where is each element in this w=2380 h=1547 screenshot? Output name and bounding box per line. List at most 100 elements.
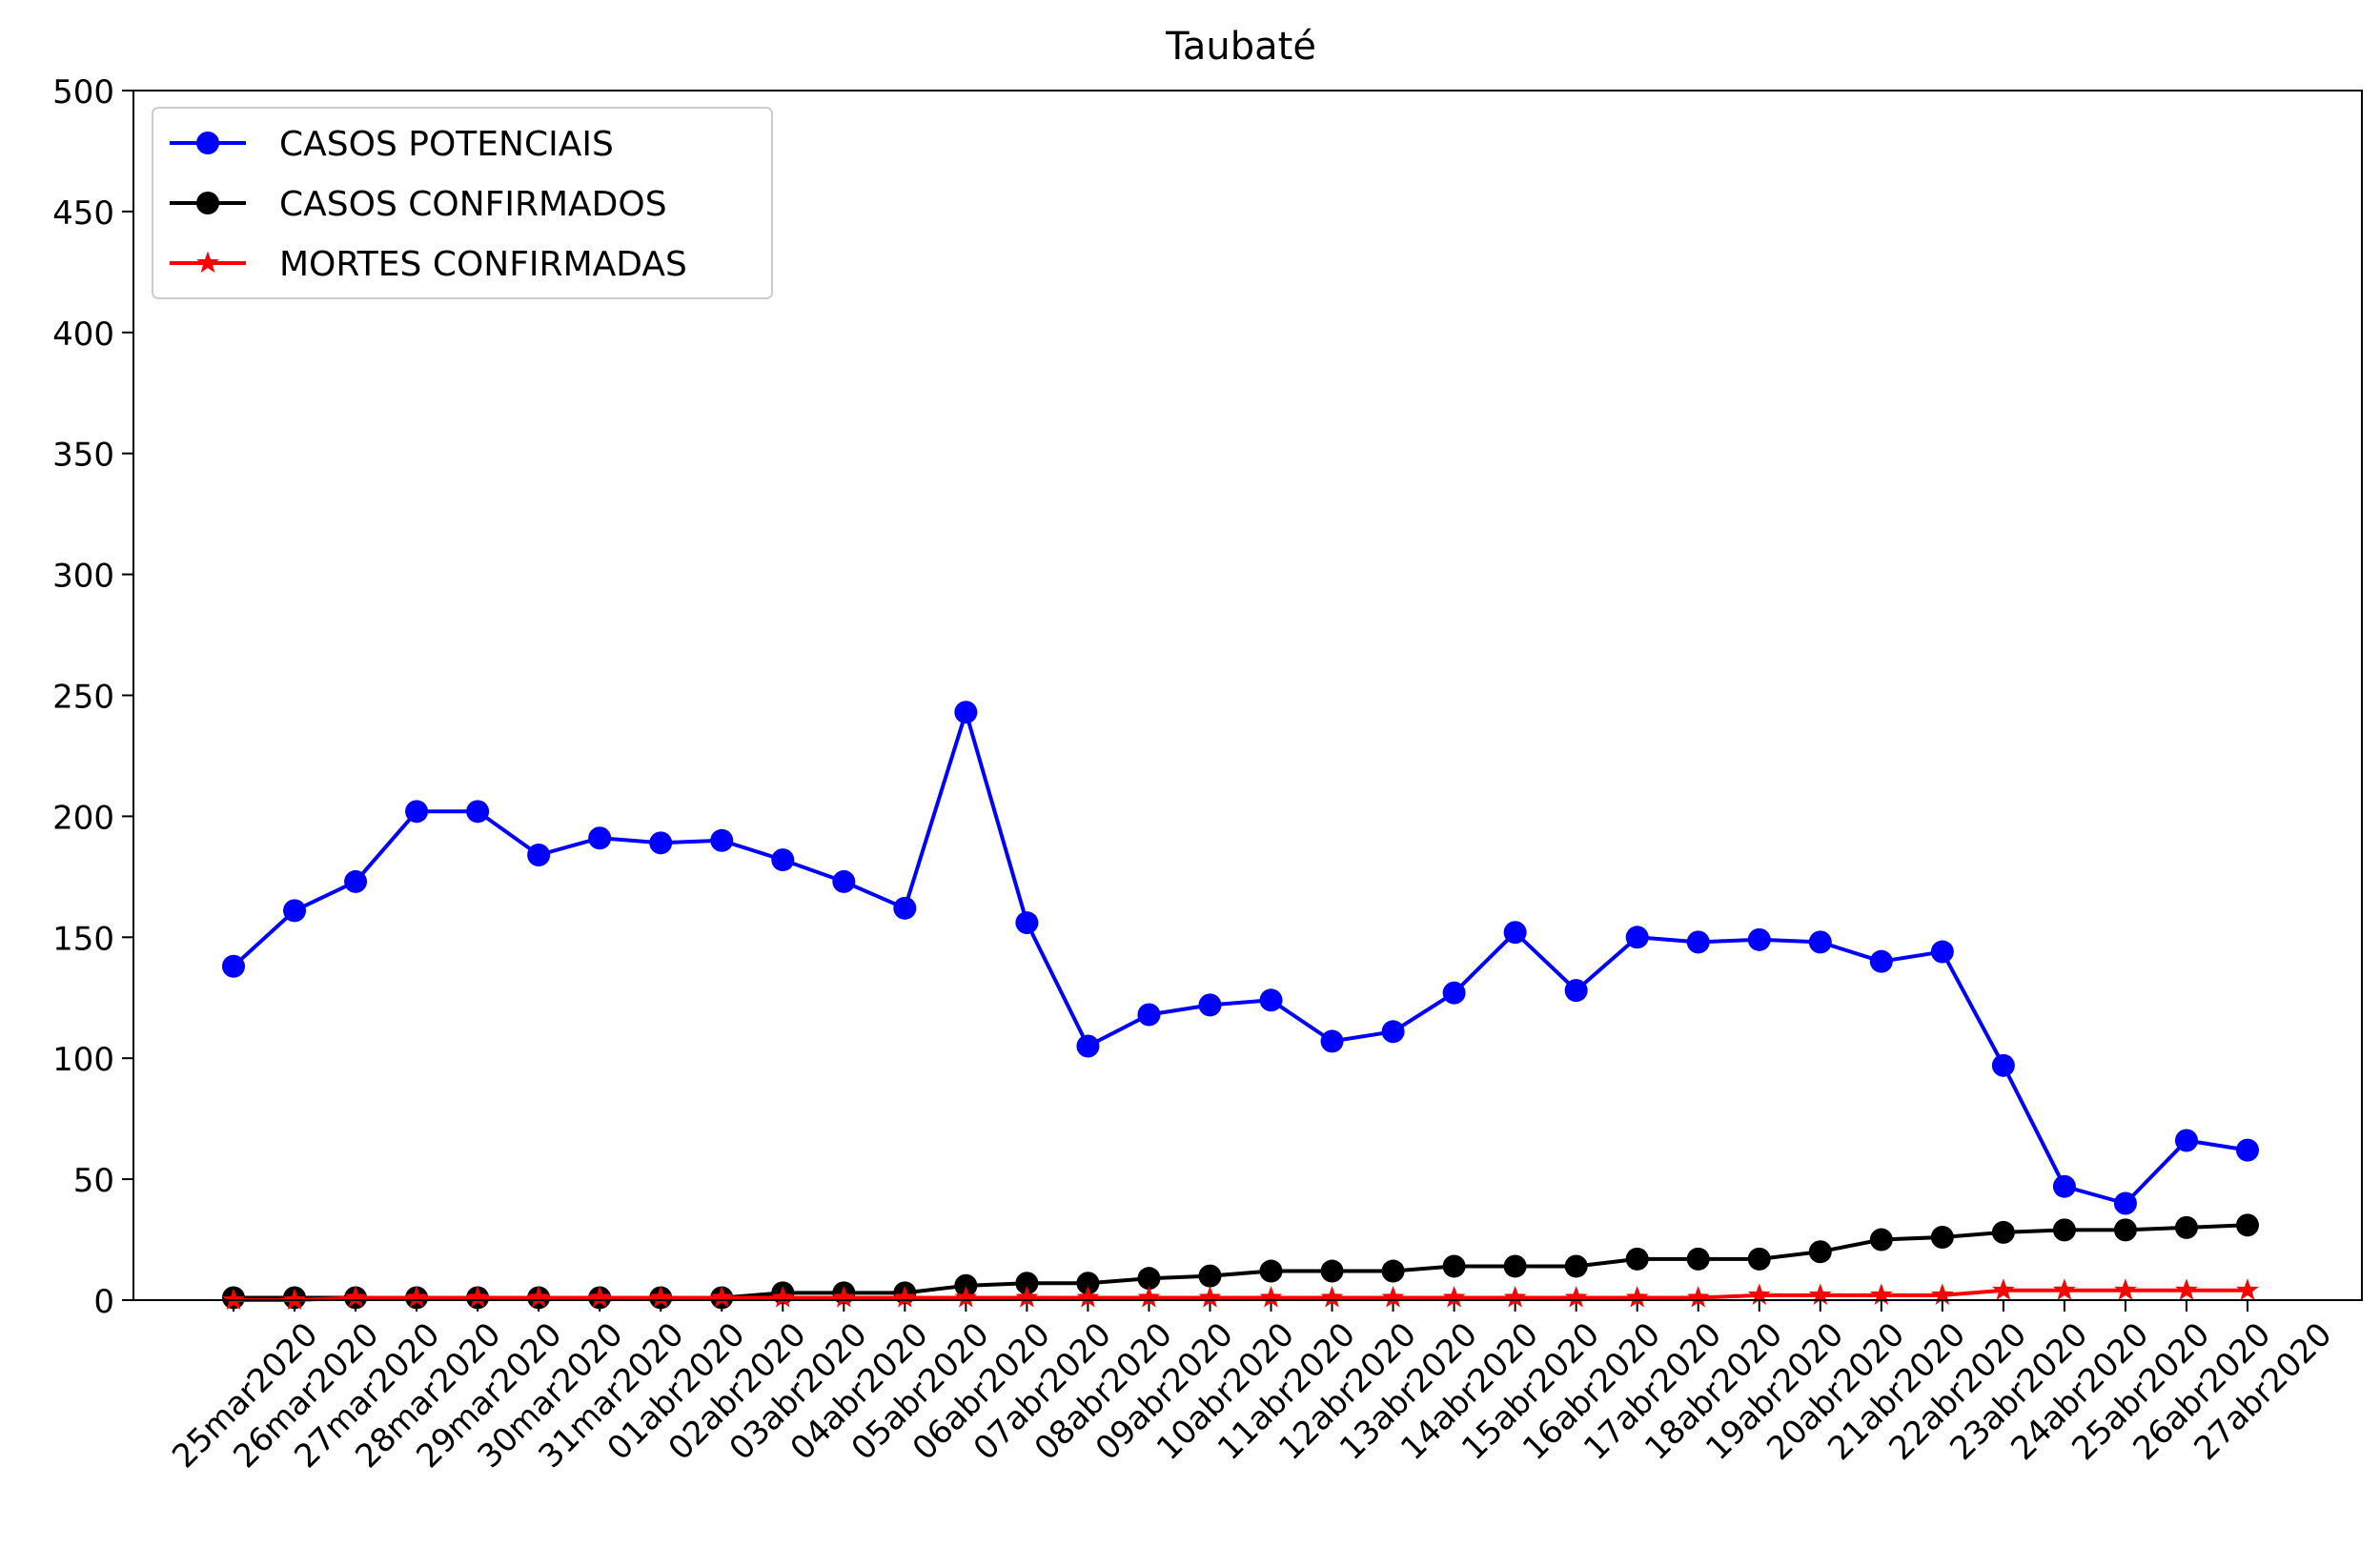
data-point (1320, 1259, 1344, 1283)
data-point (649, 1286, 673, 1308)
data-point (405, 1286, 428, 1308)
data-point (466, 800, 490, 824)
data-point (1625, 1286, 1649, 1308)
legend: CASOS POTENCIAIS CASOS CONFIRMADOS MORTES … (152, 107, 773, 299)
y-tick-label: 400 (52, 316, 114, 354)
data-point (283, 1288, 306, 1311)
data-point (344, 869, 368, 893)
data-point (1503, 1254, 1527, 1278)
data-point (1747, 927, 1771, 951)
data-point (2174, 1129, 2198, 1152)
data-point (2052, 1174, 2076, 1198)
data-point (1991, 1278, 2015, 1300)
data-point (1442, 981, 1466, 1005)
data-point (893, 896, 917, 920)
y-tick-label: 0 (93, 1283, 114, 1321)
data-point (588, 1286, 611, 1308)
data-point (1564, 1254, 1588, 1278)
y-tick-label: 350 (52, 437, 114, 475)
series-line (234, 1288, 2248, 1302)
data-point (283, 899, 307, 923)
data-point (1686, 1247, 1710, 1271)
y-tick-label: 50 (73, 1162, 114, 1200)
data-point (2175, 1278, 2198, 1300)
data-point (1625, 1247, 1649, 1271)
y-tick-label: 250 (52, 679, 114, 717)
data-point (344, 1286, 367, 1308)
data-point (466, 1286, 489, 1308)
data-point (771, 1286, 795, 1308)
legend-label: MORTES CONFIRMADAS (279, 245, 687, 284)
data-point (2236, 1213, 2259, 1237)
data-point (2113, 1191, 2137, 1215)
data-point (1076, 1272, 1100, 1295)
data-point (1564, 1286, 1588, 1308)
data-point (2113, 1218, 2137, 1242)
data-point (1442, 1254, 1466, 1278)
data-point (1320, 1029, 1344, 1053)
data-point (710, 1286, 734, 1308)
data-point (832, 1286, 856, 1308)
data-point (2052, 1218, 2076, 1242)
data-point (832, 869, 856, 893)
plot-frame (132, 90, 2363, 1301)
data-point (1259, 1286, 1283, 1308)
data-point (1076, 1286, 1100, 1308)
data-point (1686, 930, 1710, 954)
y-tick-label: 500 (52, 73, 114, 112)
series-mortes-confirmadas (222, 1278, 2259, 1311)
data-point (1198, 1264, 1222, 1288)
y-axis: 0 50 100 150 200 250 300 350 400 450 500 (52, 73, 133, 1321)
data-point (1808, 930, 1832, 954)
data-point (1686, 1286, 1710, 1308)
y-tick-label: 450 (52, 194, 114, 233)
data-point (771, 848, 795, 872)
legend-label: CASOS CONFIRMADOS (279, 185, 667, 224)
data-point (2236, 1278, 2259, 1300)
data-point (1015, 1272, 1039, 1295)
data-point (1259, 1259, 1283, 1283)
data-point (1198, 993, 1222, 1017)
legend-label: CASOS POTENCIAIS (279, 125, 614, 164)
data-point (1747, 1247, 1771, 1271)
data-point (1869, 949, 1893, 973)
legend-item: CASOS CONFIRMADOS (170, 185, 667, 224)
legend-marker (196, 251, 219, 274)
legend-box (152, 107, 773, 299)
series-line (232, 710, 2248, 1206)
series-casos-potenciais (222, 701, 2259, 1215)
data-point (1259, 988, 1283, 1012)
data-point (954, 701, 978, 724)
data-point (893, 1286, 917, 1308)
data-point (588, 826, 612, 850)
data-point (1137, 1003, 1161, 1027)
y-tick-label: 100 (52, 1041, 114, 1079)
data-point (1381, 1020, 1405, 1044)
data-point (1991, 1220, 2015, 1244)
data-point (1625, 926, 1649, 949)
data-point (954, 1273, 978, 1297)
data-point (2236, 1138, 2259, 1162)
data-point (954, 1286, 978, 1308)
data-point (1015, 911, 1039, 935)
data-point (1076, 1034, 1100, 1058)
data-point (405, 800, 429, 824)
data-point (1137, 1267, 1161, 1291)
y-tick-label: 200 (52, 799, 114, 837)
data-point (527, 1286, 550, 1308)
data-point (527, 844, 551, 867)
data-point (222, 954, 245, 978)
data-point (2052, 1278, 2076, 1300)
data-point (1991, 1053, 2015, 1077)
data-point (1808, 1240, 1832, 1264)
data-point (1869, 1228, 1893, 1252)
y-tick-label: 300 (52, 558, 114, 596)
data-point (1564, 979, 1588, 1003)
data-point (710, 828, 734, 852)
data-point (2174, 1215, 2198, 1239)
series-layer (222, 701, 2259, 1311)
data-point (1381, 1259, 1405, 1283)
data-point (1503, 1286, 1527, 1308)
data-point (1320, 1286, 1344, 1308)
